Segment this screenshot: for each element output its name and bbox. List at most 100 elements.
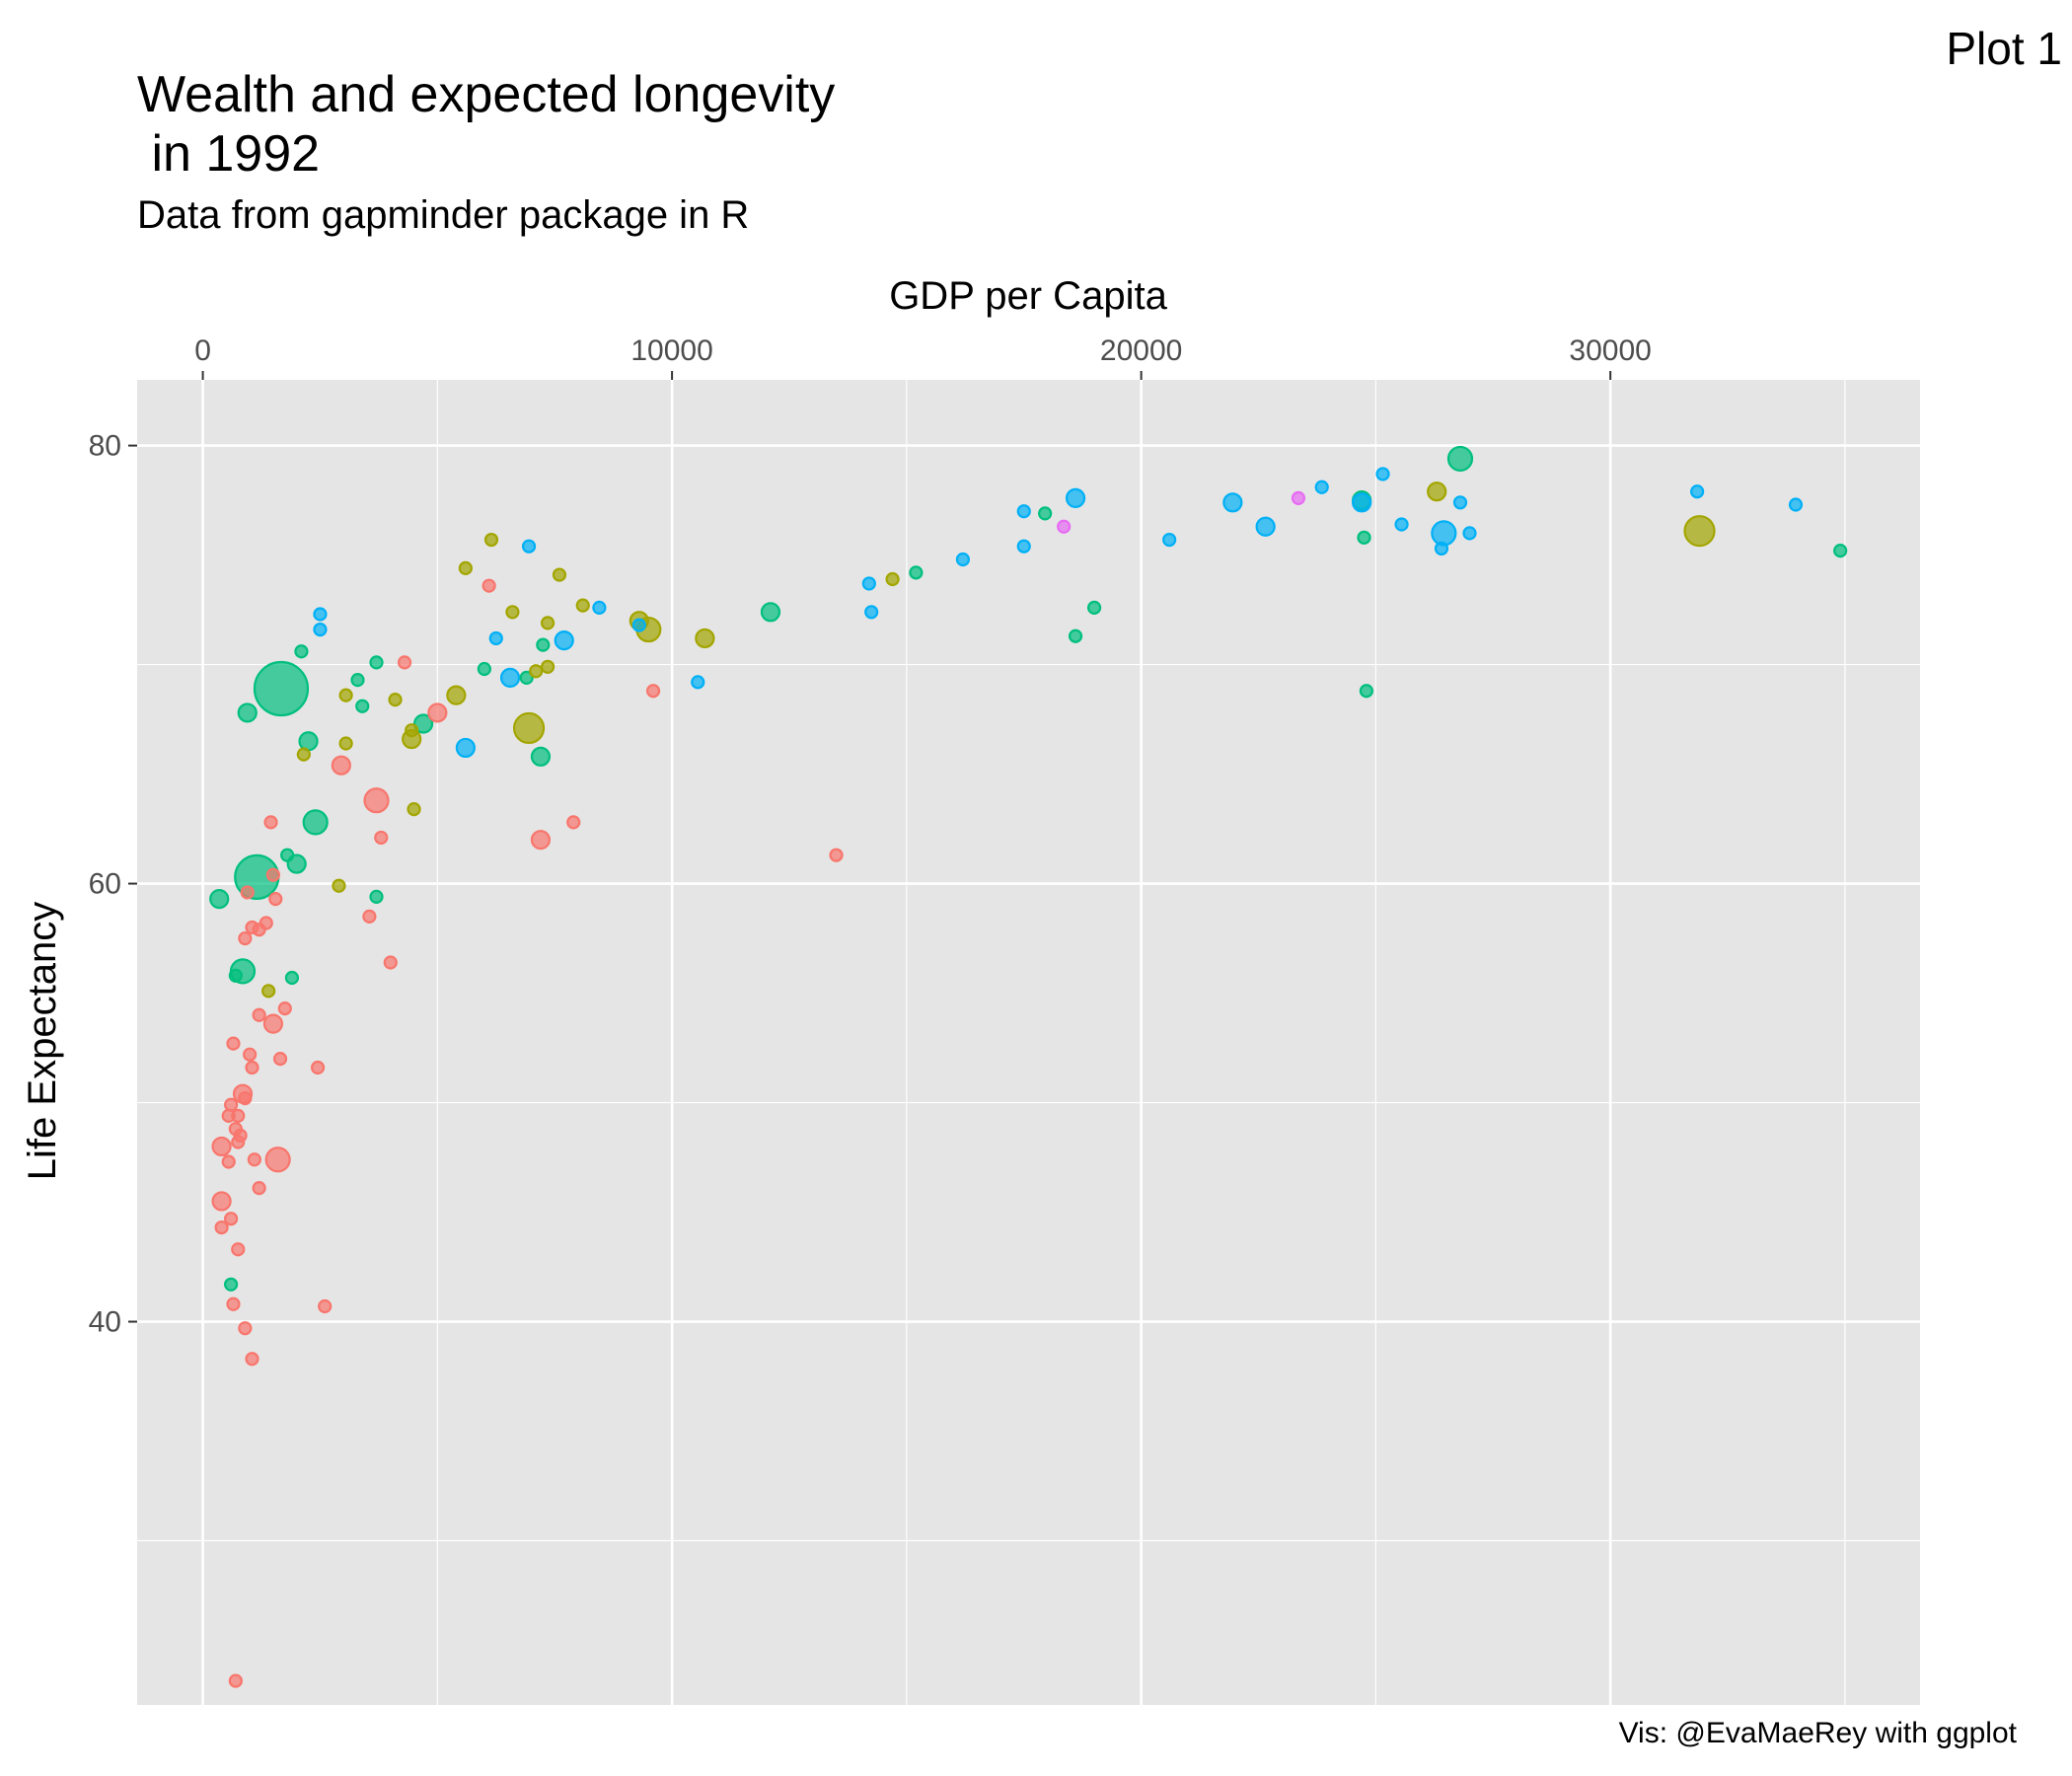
data-point [261,984,276,999]
data-point [1431,520,1457,547]
data-point [211,1136,232,1157]
x-axis-title: GDP per Capita [889,274,1167,318]
data-point [350,673,365,688]
data-point [259,916,273,930]
data-point [252,1181,266,1196]
data-point [405,723,419,738]
data-point [955,552,971,567]
data-point [552,567,567,582]
data-point [277,1000,292,1016]
y-tick-label: 60 [89,868,121,901]
data-point [224,1097,239,1112]
data-point [313,607,328,622]
data-point [458,560,473,576]
y-axis-title: Life Expectancy [21,902,64,1180]
data-point [263,815,278,830]
data-point [362,909,377,924]
x-tick-label: 10000 [630,334,712,367]
data-point [1434,541,1449,556]
data-point [272,1052,288,1067]
data-point [1065,487,1086,508]
data-point [253,660,310,717]
data-point [1359,684,1373,699]
data-point [264,1147,291,1173]
data-point [530,830,552,851]
data-point [338,736,353,751]
data-point [575,598,590,613]
data-point [338,688,353,703]
data-point [481,578,496,593]
data-point [310,1060,326,1075]
data-point [369,655,384,670]
data-point [211,1191,232,1212]
data-point [521,539,537,554]
data-point [864,605,879,620]
data-point [760,602,781,623]
chart-title: Wealth and expected longevity in 1992 [137,66,836,183]
data-point [407,801,421,817]
data-point [363,787,390,814]
data-point [1314,480,1329,494]
data-point [455,737,476,759]
data-point [1016,504,1031,519]
data-point [909,565,924,580]
data-point [1683,515,1716,548]
plot-label: Plot 1 [1946,23,2062,74]
data-point [228,968,243,983]
data-point [1690,484,1705,499]
data-point [412,713,434,734]
data-point [1452,495,1468,510]
data-point [209,889,230,910]
data-point [829,848,844,862]
chart-caption: Vis: @EvaMaeRey with ggplot [1618,1717,2017,1749]
data-point [1462,526,1477,541]
data-point [231,1242,246,1257]
data-point [645,684,661,699]
data-point [369,889,384,904]
data-point [245,1352,259,1367]
data-point [318,1298,333,1314]
data-point [1352,492,1372,513]
data-point [238,1321,253,1336]
data-point [477,661,491,677]
data-point [265,867,281,882]
major-gridlines [137,380,1920,1705]
data-point [885,571,900,587]
data-point [252,1007,266,1022]
data-point [1788,497,1804,512]
data-point [284,970,300,986]
data-point [691,675,705,690]
x-axis-ticks: 0 10000 20000 30000 [194,334,1652,380]
data-point [505,605,520,620]
data-point [224,1277,239,1292]
data-point [566,815,581,830]
data-point [1427,481,1447,502]
data-point [262,1013,284,1034]
data-point [294,644,309,659]
data-point [238,1091,253,1106]
data-point [512,711,546,745]
data-point [1162,532,1177,548]
data-point [374,830,389,846]
data-point [695,628,715,649]
data-point [240,885,255,900]
y-tick-label: 80 [89,430,121,463]
data-point [221,1154,236,1169]
x-tick-label: 20000 [1100,334,1182,367]
data-point [1833,544,1848,558]
data-point [331,755,351,776]
data-point [540,659,555,674]
data-point [228,1673,243,1688]
data-point [224,1212,239,1226]
data-point [302,809,329,836]
data-point [238,930,253,946]
plot-panel [137,380,1920,1705]
data-point [536,637,551,652]
data-point [631,618,646,632]
y-tick-label: 40 [89,1306,121,1339]
data-point [214,1220,229,1235]
data-point [1016,539,1031,554]
data-point [247,1152,261,1167]
data-point [231,1108,246,1123]
data-point [1446,445,1474,473]
